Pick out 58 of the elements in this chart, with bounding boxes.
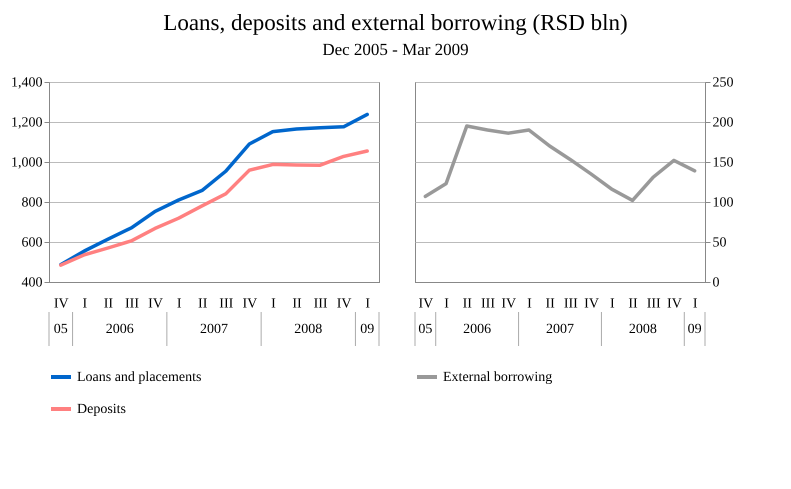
x-tick-label: I (692, 296, 698, 312)
y-tick-label: 0 (712, 276, 720, 290)
chart-title: Loans, deposits and external borrowing (RSD bln) (162, 10, 629, 36)
x-tick-label: IV (584, 296, 599, 312)
chart-subtitle: Dec 2005 - Mar 2009 (321, 40, 470, 60)
x-tick-label: IV (54, 296, 69, 312)
x-tick-label: III (125, 296, 140, 312)
x-tick-label: IV (667, 296, 682, 312)
text: 05 (418, 322, 432, 337)
x-tick-label: I (271, 296, 276, 312)
x-tick-label: IV (336, 296, 352, 312)
text: 2006 (463, 322, 492, 337)
x-tick-label: III (646, 296, 662, 312)
line-series (59, 149, 369, 267)
text: 2006 (106, 322, 134, 337)
text: 2007 (546, 322, 574, 337)
legend-label: Deposits (77, 402, 126, 417)
x-tick-label: II (292, 296, 302, 312)
text: 2008 (628, 322, 657, 337)
x-tick-label: III (564, 296, 578, 312)
text: 09 (360, 322, 374, 337)
x-tick-label: II (628, 296, 638, 312)
line-series (59, 112, 369, 266)
y-tick-label: 50 (712, 236, 726, 250)
x-tick-label: II (104, 296, 114, 312)
x-tick-label: II (462, 296, 472, 312)
x-tick-label: II (545, 296, 556, 312)
y-tick-label: 150 (712, 156, 734, 170)
x-tick-label: II (198, 296, 208, 312)
x-tick-label: IV (501, 296, 516, 312)
x-tick-label: I (444, 296, 450, 312)
y-tick-label: 1,200 (11, 116, 42, 130)
y-tick-label: 100 (712, 196, 734, 210)
x-tick-label: IV (418, 296, 434, 312)
legend-label: External borrowing (443, 370, 552, 385)
x-tick-label: III (219, 296, 234, 312)
x-tick-label: IV (148, 296, 163, 312)
text: 09 (688, 322, 702, 337)
y-tick-label: 1,000 (11, 156, 42, 170)
x-tick-label: I (610, 296, 615, 312)
x-tick-label: I (527, 296, 532, 312)
y-tick-label: 250 (712, 76, 734, 90)
x-tick-label: I (176, 296, 182, 312)
y-tick-label: 400 (22, 276, 42, 290)
line-series (424, 124, 696, 202)
text: 2007 (200, 322, 228, 337)
y-tick-label: 200 (712, 116, 734, 130)
x-tick-label: III (481, 296, 496, 312)
text: 05 (54, 322, 68, 337)
x-tick-label: I (365, 296, 370, 312)
y-tick-label: 800 (22, 196, 42, 210)
y-tick-label: 1,400 (11, 76, 42, 90)
x-tick-label: I (82, 296, 88, 312)
y-tick-label: 600 (22, 236, 42, 250)
text: 2008 (294, 322, 322, 337)
x-tick-label: IV (242, 296, 258, 312)
x-tick-label: III (314, 296, 328, 312)
legend-label: Loans and placements (77, 370, 202, 385)
